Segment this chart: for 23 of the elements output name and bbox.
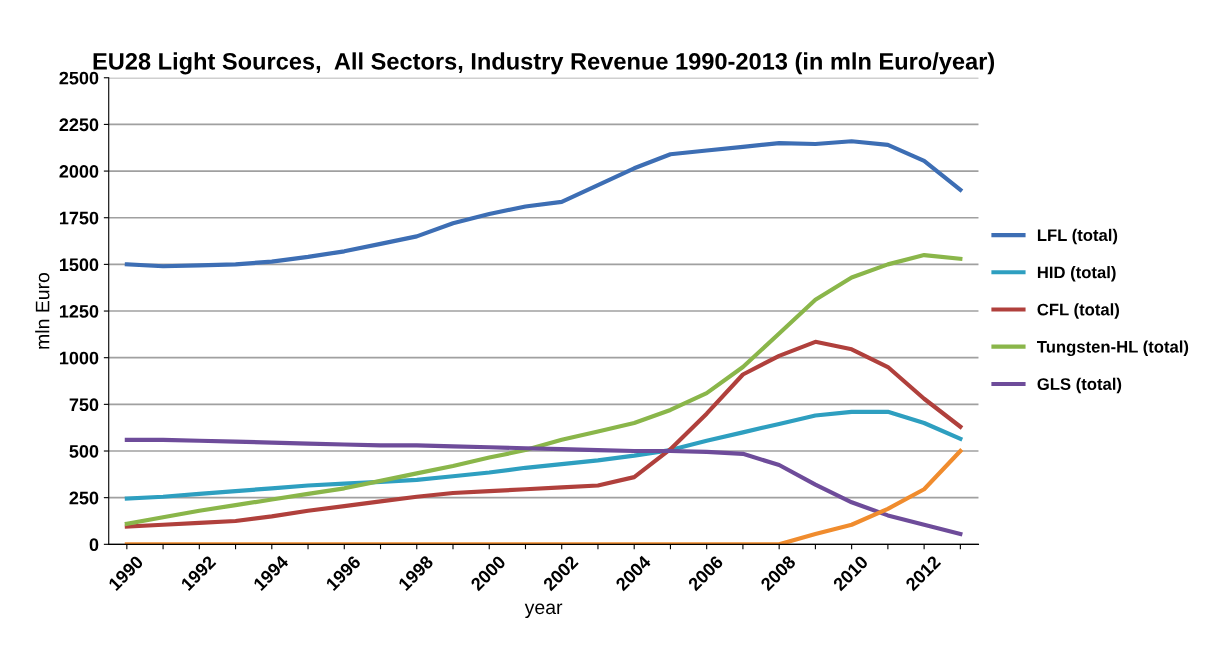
y-tick-label: 0	[89, 538, 99, 552]
legend-label: CFL (total)	[1037, 303, 1119, 319]
legend-label: LFL (total)	[1037, 228, 1118, 245]
line-series	[124, 437, 963, 537]
line-series	[124, 139, 963, 269]
legend-label: HID (total)	[1037, 266, 1116, 282]
y-tick-label: 500	[69, 444, 99, 458]
y-tick-label: 1500	[59, 258, 99, 272]
line-series	[124, 448, 963, 545]
y-tick-label: 1250	[59, 304, 99, 318]
line-series	[124, 339, 963, 529]
legend-label: GLS (total)	[1037, 377, 1122, 394]
legend-label: Tungsten-HL (total)	[1037, 340, 1189, 357]
line-series	[124, 252, 963, 526]
x-axis-title: year	[524, 603, 563, 619]
line-series	[124, 409, 963, 501]
y-tick-label: 1750	[59, 211, 99, 225]
y-tick-label: 250	[69, 491, 99, 505]
y-tick-label: 2250	[59, 118, 99, 132]
y-tick-label: 1000	[59, 351, 99, 365]
y-axis-title: mln Euro	[35, 272, 50, 349]
y-tick-label: 750	[69, 398, 99, 412]
y-tick-label: 2000	[59, 165, 99, 178]
